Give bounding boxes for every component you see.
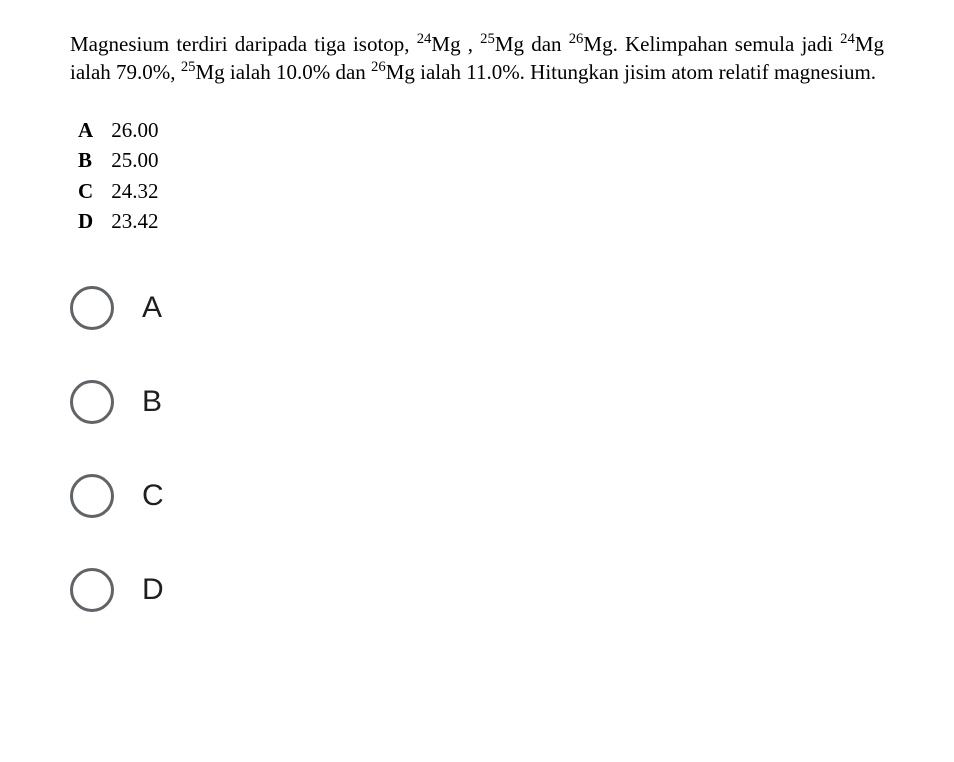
option-label: C bbox=[142, 479, 164, 513]
answer-row: C 24.32 bbox=[78, 176, 884, 206]
answer-value: 26.00 bbox=[111, 118, 158, 142]
radio-icon[interactable] bbox=[70, 286, 114, 330]
answer-value: 24.32 bbox=[111, 179, 158, 203]
option-label: A bbox=[142, 291, 162, 325]
option-d[interactable]: D bbox=[70, 568, 884, 612]
question-text: Magnesium terdiri daripada tiga isotop, … bbox=[70, 30, 884, 87]
radio-icon[interactable] bbox=[70, 380, 114, 424]
radio-icon[interactable] bbox=[70, 568, 114, 612]
option-label: D bbox=[142, 573, 164, 607]
quiz-container: Magnesium terdiri daripada tiga isotop, … bbox=[0, 0, 954, 702]
option-label: B bbox=[142, 385, 162, 419]
answer-row: A 26.00 bbox=[78, 115, 884, 145]
answer-label: A bbox=[78, 115, 106, 145]
radio-icon[interactable] bbox=[70, 474, 114, 518]
answer-label: D bbox=[78, 206, 106, 236]
answer-label: B bbox=[78, 145, 106, 175]
option-b[interactable]: B bbox=[70, 380, 884, 424]
option-a[interactable]: A bbox=[70, 286, 884, 330]
answer-value: 23.42 bbox=[111, 209, 158, 233]
multiple-choice-options: A B C D bbox=[70, 286, 884, 612]
answer-value: 25.00 bbox=[111, 148, 158, 172]
option-c[interactable]: C bbox=[70, 474, 884, 518]
answer-row: D 23.42 bbox=[78, 206, 884, 236]
answer-label: C bbox=[78, 176, 106, 206]
answer-key-list: A 26.00 B 25.00 C 24.32 D 23.42 bbox=[78, 115, 884, 237]
answer-row: B 25.00 bbox=[78, 145, 884, 175]
